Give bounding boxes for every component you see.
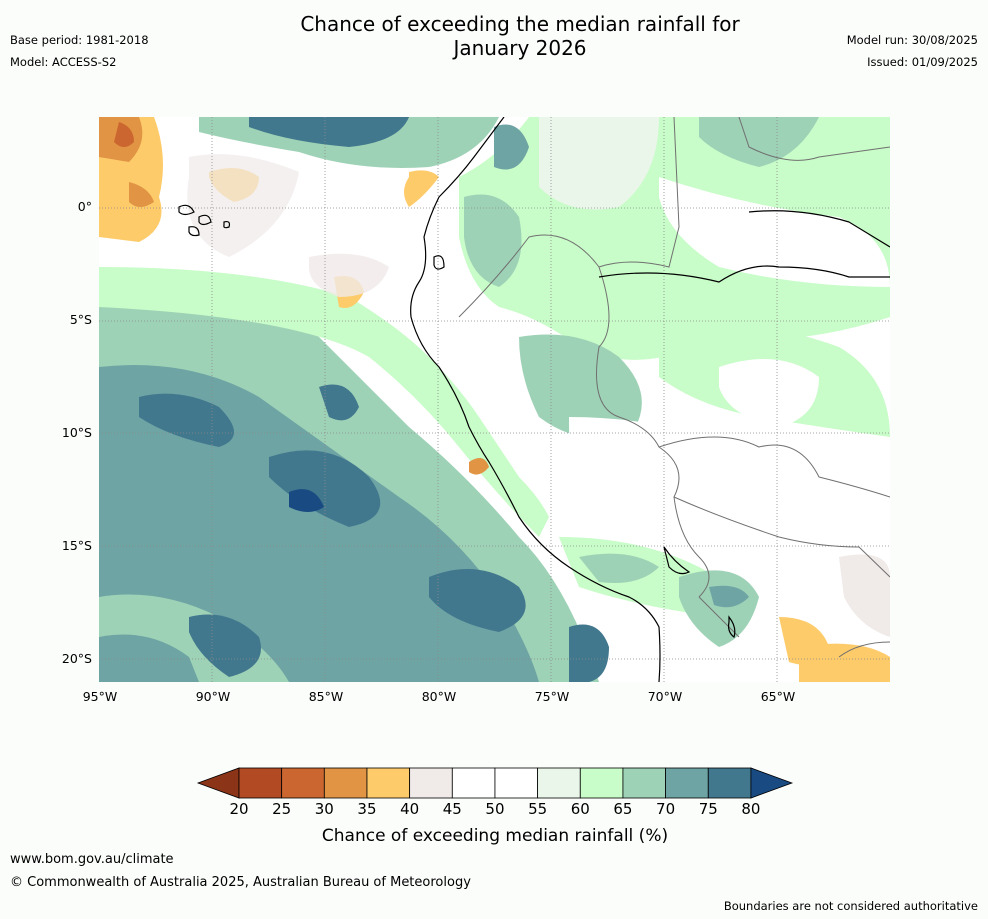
map-shading xyxy=(99,117,890,682)
colorbar-tick-label: 40 xyxy=(400,800,420,818)
run-info: Model run: 30/08/2025 Issued: 01/09/2025 xyxy=(847,29,978,73)
lat-label-0: 0° xyxy=(77,199,92,214)
graticule xyxy=(99,117,890,682)
colorbar-extend-low xyxy=(196,767,240,799)
coastlines xyxy=(178,116,891,683)
colorbar-extend-high xyxy=(750,767,794,799)
colorbar-title: Chance of exceeding median rainfall (%) xyxy=(321,826,669,846)
title-line-1: Chance of exceeding the median rainfall … xyxy=(300,12,740,36)
model-info: Base period: 1981-2018 Model: ACCESS-S2 xyxy=(10,29,149,73)
country-borders xyxy=(458,116,891,658)
colorbar xyxy=(196,765,796,805)
colorbar-segment xyxy=(281,767,325,799)
lon-label-95w: 95°W xyxy=(82,689,118,704)
lat-label-15s: 15°S xyxy=(61,538,92,553)
base-period: Base period: 1981-2018 xyxy=(10,33,149,47)
colorbar-segment xyxy=(409,767,453,799)
colorbar-tick-label: 65 xyxy=(613,800,633,818)
boundary-disclaimer: Boundaries are not considered authoritat… xyxy=(723,899,978,913)
footer-url: www.bom.gov.au/climate xyxy=(10,852,174,867)
colorbar-segment xyxy=(665,767,709,799)
model-name: Model: ACCESS-S2 xyxy=(10,55,117,69)
title-line-2: January 2026 xyxy=(453,36,587,60)
lon-label-90w: 90°W xyxy=(195,689,231,704)
colorbar-segment xyxy=(622,767,667,799)
colorbar-canvas xyxy=(196,767,794,799)
colorbar-tick-label: 30 xyxy=(314,800,334,818)
colorbar-segment xyxy=(537,767,581,799)
colorbar-segment xyxy=(238,767,283,799)
lon-label-70w: 70°W xyxy=(647,689,683,704)
colorbar-tick-label: 75 xyxy=(698,800,718,818)
rainfall-map xyxy=(99,116,891,683)
colorbar-segment xyxy=(494,767,539,799)
colorbar-tick-label: 60 xyxy=(570,800,590,818)
colorbar-tick-label: 35 xyxy=(357,800,377,818)
lon-label-85w: 85°W xyxy=(308,689,344,704)
colorbar-segment xyxy=(451,767,496,799)
lon-label-80w: 80°W xyxy=(421,689,457,704)
colorbar-tick-label: 70 xyxy=(656,800,676,818)
colorbar-segment xyxy=(366,767,411,799)
colorbar-tick-label: 55 xyxy=(528,800,548,818)
colorbar-segment xyxy=(707,767,752,799)
lat-label-10s: 10°S xyxy=(61,425,92,440)
colorbar-tick-label: 80 xyxy=(741,800,761,818)
lon-label-75w: 75°W xyxy=(534,689,570,704)
map-title: Chance of exceeding the median rainfall … xyxy=(200,12,840,60)
issued-date: Issued: 01/09/2025 xyxy=(867,55,978,69)
model-run: Model run: 30/08/2025 xyxy=(846,33,978,47)
colorbar-tick-label: 25 xyxy=(272,800,292,818)
lat-label-20s: 20°S xyxy=(61,651,92,666)
colorbar-tick-label: 20 xyxy=(229,800,249,818)
footer-copyright: © Commonwealth of Australia 2025, Austra… xyxy=(10,875,471,890)
colorbar-tick-label: 45 xyxy=(442,800,462,818)
colorbar-segment xyxy=(579,767,624,799)
map-canvas xyxy=(99,116,891,683)
colorbar-segment xyxy=(323,767,368,799)
colorbar-tick-label: 50 xyxy=(485,800,505,818)
lat-label-5s: 5°S xyxy=(69,312,92,327)
lon-label-65w: 65°W xyxy=(760,689,796,704)
